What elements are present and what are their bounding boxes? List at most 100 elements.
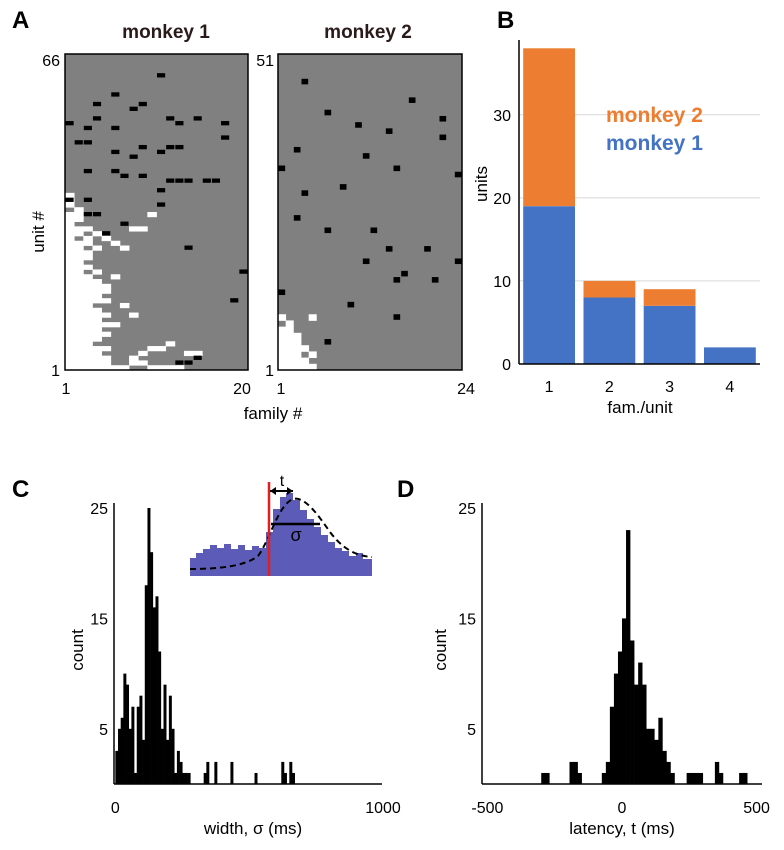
excluded-cell bbox=[74, 245, 84, 251]
excluded-cell bbox=[74, 326, 84, 333]
preferred-cell bbox=[129, 154, 138, 159]
excluded-cell bbox=[65, 231, 75, 237]
panel-a-xlabel: family # bbox=[244, 404, 303, 423]
excluded-cell bbox=[278, 339, 287, 346]
excluded-cell bbox=[83, 298, 93, 304]
monkey1-grid-frame bbox=[64, 53, 249, 371]
preferred-cell bbox=[166, 144, 175, 150]
preferred-cell bbox=[166, 116, 175, 121]
monkey1-cells bbox=[65, 73, 248, 371]
excluded-cell bbox=[293, 345, 302, 352]
histogram-bar bbox=[142, 739, 146, 784]
preferred-cell bbox=[454, 171, 462, 178]
excluded-cell bbox=[83, 322, 93, 328]
preferred-cell bbox=[193, 116, 202, 121]
panel-c-ticks: 5 15 25 0 1000 bbox=[90, 501, 401, 817]
histogram-bar bbox=[601, 772, 607, 784]
excluded-cell bbox=[65, 226, 75, 232]
excluded-cell bbox=[293, 357, 302, 365]
excluded-cell bbox=[101, 365, 112, 371]
preferred-cell bbox=[293, 146, 301, 153]
histogram-bar bbox=[126, 684, 130, 784]
histogram-bar bbox=[158, 651, 162, 784]
panel-c-ylabel: count bbox=[68, 629, 87, 671]
excluded-cell bbox=[65, 221, 75, 227]
excluded-cell bbox=[156, 346, 167, 352]
preferred-cell bbox=[83, 197, 92, 202]
preferred-cell bbox=[92, 101, 102, 107]
excluded-cell bbox=[74, 312, 84, 318]
preferred-cell bbox=[65, 121, 74, 126]
excluded-cell bbox=[65, 326, 75, 333]
histogram-bar bbox=[617, 651, 623, 784]
excluded-cell bbox=[101, 235, 112, 242]
excluded-cell bbox=[92, 346, 102, 352]
preferred-cell bbox=[111, 125, 120, 131]
preferred-cell bbox=[175, 144, 184, 150]
excluded-cell bbox=[110, 274, 121, 280]
excluded-cell bbox=[92, 279, 102, 285]
excluded-cell bbox=[65, 274, 75, 280]
excluded-cell bbox=[65, 331, 75, 337]
histogram-bar bbox=[289, 761, 293, 784]
y-tick-label: 30 bbox=[493, 108, 511, 125]
excluded-cell bbox=[83, 302, 93, 309]
excluded-cell bbox=[74, 255, 84, 261]
excluded-cell bbox=[65, 322, 75, 328]
x-tick-label: 0 bbox=[111, 800, 120, 817]
panel-b-legend-monkey2: monkey 2 bbox=[606, 104, 703, 127]
x-tick-label: 1000 bbox=[365, 800, 401, 817]
inset-psth-histogram bbox=[190, 493, 372, 576]
preferred-cell bbox=[324, 109, 332, 116]
preferred-cell bbox=[293, 215, 301, 221]
histogram-bar bbox=[690, 772, 695, 784]
preferred-cell bbox=[83, 168, 92, 174]
excluded-cell bbox=[92, 288, 102, 294]
panel-d-ticks: 5 15 25 -500 0 500 bbox=[458, 501, 770, 817]
preferred-cell bbox=[431, 277, 439, 283]
preferred-cell bbox=[175, 121, 184, 126]
excluded-cell bbox=[147, 365, 157, 371]
bar-monkey-2-1 bbox=[523, 48, 575, 207]
histogram-bar bbox=[609, 706, 615, 784]
excluded-cell bbox=[83, 255, 93, 261]
histogram-bar bbox=[626, 530, 631, 784]
excluded-cell bbox=[285, 332, 294, 340]
histogram-bar bbox=[670, 772, 675, 784]
histogram-bar bbox=[144, 585, 148, 784]
monkey1-ytick-top: 66 bbox=[42, 53, 60, 70]
excluded-cell bbox=[83, 250, 93, 256]
inset-width-label: σ bbox=[290, 525, 301, 545]
excluded-cell bbox=[174, 365, 185, 371]
preferred-cell bbox=[157, 149, 166, 155]
y-tick-label: 5 bbox=[99, 722, 108, 739]
excluded-cell bbox=[74, 207, 84, 213]
histogram-bar bbox=[160, 728, 164, 784]
x-tick-label: 500 bbox=[743, 800, 770, 817]
preferred-cell bbox=[166, 178, 175, 183]
excluded-cell bbox=[101, 283, 112, 290]
excluded-cell bbox=[65, 307, 75, 313]
excluded-cell bbox=[65, 264, 75, 270]
bar-monkey-1-3 bbox=[643, 305, 696, 364]
panel-label-d: D bbox=[397, 476, 414, 503]
excluded-cell bbox=[65, 346, 75, 352]
excluded-cell bbox=[74, 331, 84, 337]
excluded-cell bbox=[83, 235, 93, 242]
histogram-bar bbox=[182, 772, 186, 784]
histogram-bar bbox=[686, 772, 691, 784]
excluded-cell bbox=[74, 216, 84, 222]
panel-c-inset: t σ bbox=[189, 473, 373, 576]
panel-b-legend-monkey1: monkey 1 bbox=[606, 132, 703, 155]
excluded-cell bbox=[74, 212, 84, 218]
excluded-cell bbox=[129, 360, 139, 366]
excluded-cell bbox=[65, 283, 75, 290]
excluded-cell bbox=[74, 279, 84, 285]
excluded-cell bbox=[83, 293, 93, 299]
excluded-cell bbox=[65, 312, 75, 318]
excluded-cell bbox=[74, 288, 84, 294]
excluded-cell bbox=[65, 360, 75, 366]
excluded-cell bbox=[92, 283, 102, 290]
histogram-bar bbox=[168, 695, 172, 784]
